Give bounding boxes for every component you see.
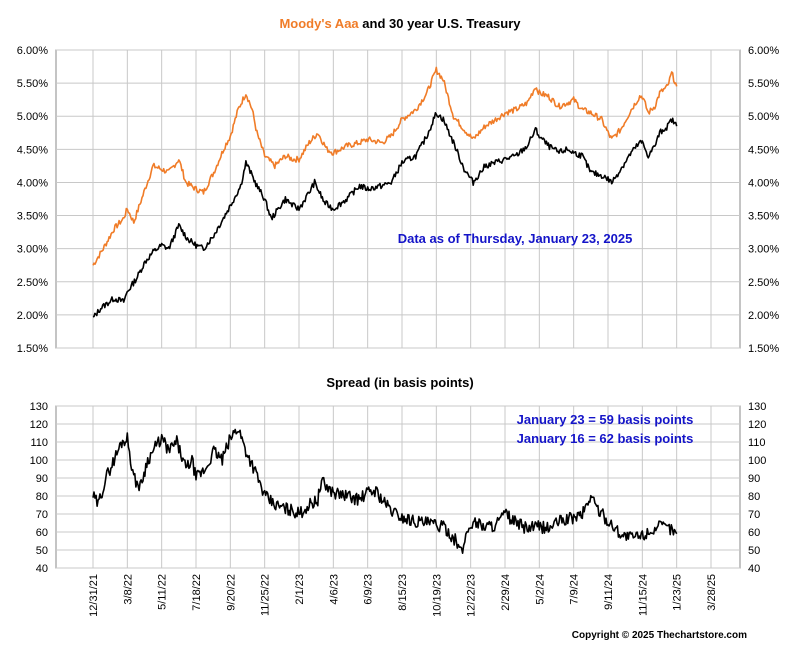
yield-y-tick-right: 3.00% (748, 244, 779, 256)
spread-x-tick: 4/6/23 (328, 574, 340, 605)
yield-y-tick-right: 1.50% (748, 343, 779, 355)
yield-y-tick-right: 2.50% (748, 277, 779, 289)
spread-x-tick: 2/29/24 (500, 574, 512, 611)
spread-y-tick-left: 70 (36, 509, 48, 521)
yield-y-tick-left: 4.00% (17, 177, 48, 189)
spread-x-axis: 12/31/21 3/8/22 5/11/22 7/18/22 9/20/22 11/25… (88, 574, 718, 617)
yield-lines (92, 66, 678, 318)
spread-y-tick-left: 100 (30, 455, 48, 467)
yield-panel: 6.00% 5.50% 5.00% 4.50% 4.00% 3.50% 3.00% 2.50%… (17, 45, 780, 355)
spread-y-tick-right: 40 (748, 563, 760, 575)
yield-y-tick-left: 4.50% (17, 144, 48, 156)
spread-x-tick: 5/11/22 (157, 574, 169, 610)
yield-y-axis-left: 6.00% 5.50% 5.00% 4.50% 4.00% 3.50% 3.00% 2.50%… (17, 45, 48, 355)
spread-y-tick-left: 120 (30, 419, 48, 431)
spread-x-tick: 5/2/24 (534, 574, 546, 605)
spread-y-tick-right: 130 (748, 401, 766, 413)
yield-y-tick-left: 3.50% (17, 211, 48, 223)
spread-y-tick-right: 50 (748, 545, 760, 557)
yield-y-tick-right: 4.00% (748, 177, 779, 189)
spread-x-tick: 6/9/23 (363, 574, 375, 605)
yield-y-tick-right: 5.50% (748, 78, 779, 90)
spread-y-tick-right: 80 (748, 491, 760, 503)
yield-y-tick-right: 4.50% (748, 144, 779, 156)
yield-y-tick-left: 2.50% (17, 277, 48, 289)
spread-y-tick-left: 110 (30, 437, 48, 449)
yield-y-tick-right: 5.00% (748, 111, 779, 123)
spread-y-tick-right: 70 (748, 509, 760, 521)
spread-x-tick: 3/28/25 (706, 574, 718, 611)
spread-x-tick: 12/22/23 (466, 574, 478, 617)
spread-y-tick-right: 100 (748, 455, 766, 467)
spread-x-tick: 9/20/22 (225, 574, 237, 611)
chart-title: Moody's Aaa and 30 year U.S. Treasury (279, 16, 521, 31)
spread-y-tick-left: 90 (36, 473, 48, 485)
title-rest: and 30 year U.S. Treasury (359, 16, 522, 31)
yield-y-tick-left: 6.00% (17, 45, 48, 57)
spread-plot-area (55, 405, 741, 569)
spread-note-2: January 16 = 62 basis points (517, 431, 694, 446)
spread-note-1: January 23 = 59 basis points (517, 412, 694, 427)
yield-y-tick-left: 5.50% (17, 78, 48, 90)
spread-y-tick-left: 40 (36, 563, 48, 575)
spread-y-tick-left: 60 (36, 527, 48, 539)
yield-y-tick-right: 3.50% (748, 211, 779, 223)
spread-y-tick-left: 50 (36, 545, 48, 557)
spread-x-tick: 9/11/24 (603, 574, 615, 610)
spread-x-tick: 8/15/23 (397, 574, 409, 611)
copyright: Copyright © 2025 Thechartstore.com (572, 630, 747, 641)
spread-y-axis-right: 130 120 110 100 90 80 70 60 50 40 (748, 401, 766, 575)
yield-plot-area (55, 49, 741, 349)
spread-y-tick-right: 110 (748, 437, 766, 449)
data-date-annotation: Data as of Thursday, January 23, 2025 (398, 231, 633, 246)
spread-grid (56, 405, 740, 569)
spread-y-tick-left: 80 (36, 491, 48, 503)
treasury-yield-line (92, 112, 678, 318)
yield-y-tick-right: 6.00% (748, 45, 779, 57)
spread-x-tick: 1/23/25 (672, 574, 684, 611)
yield-y-tick-left: 3.00% (17, 244, 48, 256)
spread-lines (92, 428, 678, 554)
spread-panel: 130 120 110 100 90 80 70 60 50 40 130 120 110 100 90 8… (30, 401, 767, 617)
spread-x-tick: 11/15/24 (637, 574, 649, 616)
spread-x-tick: 7/9/24 (569, 574, 581, 605)
yield-y-tick-right: 2.00% (748, 310, 779, 322)
yield-grid (56, 49, 740, 349)
yield-y-tick-left: 2.00% (17, 310, 48, 322)
spread-y-tick-right: 90 (748, 473, 760, 485)
yield-y-tick-left: 5.00% (17, 111, 48, 123)
spread-x-tick: 7/18/22 (191, 574, 203, 611)
spread-y-tick-left: 130 (30, 401, 48, 413)
spread-x-tick: 10/19/23 (431, 574, 443, 617)
spread-y-tick-right: 120 (748, 419, 766, 431)
yield-y-axis-right: 6.00% 5.50% 5.00% 4.50% 4.00% 3.50% 3.00% 2.50%… (748, 45, 779, 355)
title-aaa: Moody's Aaa (279, 16, 359, 31)
spread-x-tick: 11/25/22 (260, 574, 272, 616)
spread-x-tick: 2/1/23 (294, 574, 306, 605)
spread-x-tick: 3/8/22 (122, 574, 134, 605)
spread-y-tick-right: 60 (748, 527, 760, 539)
spread-y-axis-left: 130 120 110 100 90 80 70 60 50 40 (30, 401, 48, 575)
spread-line (92, 428, 678, 554)
spread-x-tick: 12/31/21 (88, 574, 100, 617)
spread-title: Spread (in basis points) (326, 375, 473, 390)
yield-y-tick-left: 1.50% (17, 343, 48, 355)
aaa-yield-line (92, 66, 678, 266)
